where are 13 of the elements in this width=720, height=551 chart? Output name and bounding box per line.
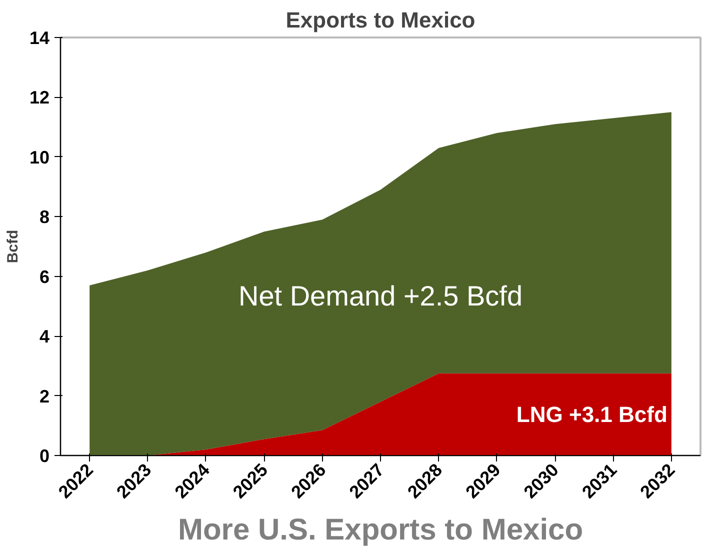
chart-title: Exports to Mexico — [286, 8, 476, 32]
y-tick-label: 4 — [39, 326, 50, 347]
y-tick-label: 6 — [39, 266, 50, 287]
text: More U.S. Exports to Mexico — [178, 514, 584, 546]
y-tick-label: 12 — [29, 88, 50, 108]
y-tick-label: 14 — [29, 28, 50, 48]
series-label: Net Demand +2.5 Bcfd — [238, 280, 523, 312]
y-tick-label: 8 — [39, 207, 50, 228]
y-tick-label: 2 — [39, 386, 50, 406]
y-tick-label: 10 — [29, 147, 50, 168]
y-tick-label: 0 — [39, 446, 50, 466]
y-axis-title: Bcfd — [4, 230, 22, 264]
series-label: LNG +3.1 Bcfd — [516, 402, 668, 427]
